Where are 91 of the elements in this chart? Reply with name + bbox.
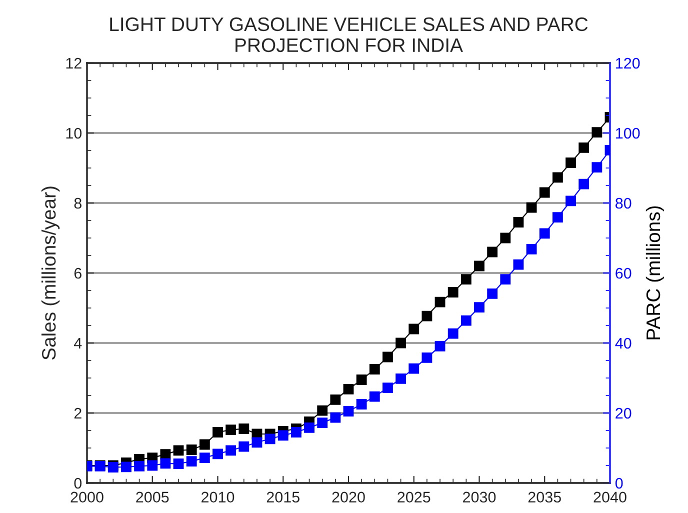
point (408, 324, 420, 334)
point (552, 172, 563, 183)
point (460, 315, 472, 326)
point (356, 399, 367, 410)
point (369, 364, 380, 374)
y2-axis-title: PARC (millions) (646, 206, 664, 340)
point (513, 259, 524, 270)
point (526, 202, 537, 213)
point (500, 232, 511, 244)
point (226, 445, 236, 456)
point (121, 462, 132, 472)
point (539, 187, 550, 198)
point (382, 382, 393, 394)
point (356, 374, 367, 385)
point (539, 228, 550, 239)
point (592, 127, 602, 138)
point (199, 439, 210, 450)
point (186, 444, 197, 455)
y2-tick-label: 60 (616, 268, 632, 279)
x-tick-label: 2015 (266, 492, 300, 503)
point (173, 445, 184, 456)
y2-tick-label: 20 (616, 408, 632, 419)
x-tick-label: 2035 (528, 492, 561, 503)
point (500, 274, 511, 285)
point (186, 456, 197, 467)
point (252, 437, 262, 448)
y-tick-label: 4 (74, 338, 82, 349)
point (382, 352, 393, 362)
y2-tick-label: 0 (615, 478, 623, 489)
point (396, 338, 406, 348)
point (343, 406, 354, 416)
point (487, 246, 498, 258)
point (317, 405, 328, 416)
point (369, 391, 380, 402)
y-tick-label: 10 (66, 128, 82, 139)
y-tick-label: 8 (74, 198, 82, 209)
chart-title: LIGHT DUTY GASOLINE VEHICLE SALES AND PARC PROJECTION FOR INDIA (110, 17, 588, 52)
point (552, 212, 563, 223)
point (330, 412, 341, 423)
y-tick-label: 0 (74, 478, 82, 489)
point (238, 424, 250, 434)
point (434, 340, 446, 352)
point (513, 217, 524, 228)
point (304, 422, 314, 433)
y2-tick-label: 100 (616, 128, 640, 139)
point (578, 142, 590, 153)
y2-tick-label: 40 (615, 338, 632, 349)
point (238, 441, 250, 452)
point (422, 310, 432, 322)
point (592, 162, 602, 173)
point (460, 274, 472, 285)
point (147, 460, 158, 471)
point (226, 424, 236, 436)
point (264, 434, 276, 444)
point (526, 244, 537, 254)
point (448, 328, 458, 339)
point (199, 452, 210, 464)
point (160, 458, 171, 469)
point (290, 427, 302, 438)
point (566, 196, 576, 206)
point (474, 260, 484, 272)
point (408, 363, 420, 374)
point (330, 394, 341, 405)
point (317, 418, 328, 428)
y-axis-title: Sales (millions/year) (41, 186, 60, 360)
point (448, 287, 458, 298)
point (212, 427, 223, 438)
x-tick-label: 2000 (70, 492, 104, 503)
x-tick-label: 2025 (398, 492, 430, 503)
y-tick-label: 2 (74, 408, 82, 419)
x-tick-label: 2030 (463, 492, 496, 503)
point (278, 430, 288, 441)
point (434, 296, 446, 308)
point (134, 460, 145, 472)
point (173, 458, 184, 469)
point (487, 288, 498, 299)
y2-tick-label: 80 (616, 198, 632, 209)
point (343, 384, 354, 394)
x-tick-label: 2040 (594, 492, 626, 503)
point (396, 373, 406, 384)
x-tick-label: 2020 (332, 492, 365, 503)
point (212, 448, 223, 460)
y-tick-label: 12 (66, 58, 82, 69)
x-tick-label: 2005 (136, 492, 169, 503)
point (566, 158, 576, 168)
point (422, 352, 432, 363)
point (474, 302, 484, 313)
y2-tick-label: 120 (616, 58, 640, 69)
point (578, 178, 590, 190)
x-tick-label: 2010 (202, 492, 234, 503)
y-tick-label: 6 (74, 268, 82, 279)
